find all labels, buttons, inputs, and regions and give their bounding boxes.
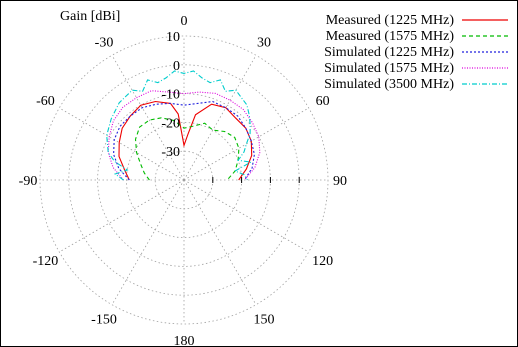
legend-entry-label: Measured (1225 MHz) [326,13,455,28]
radial-tick-label: 0 [173,59,180,74]
angle-tick-label: 180 [174,334,195,347]
series-layer [106,70,261,181]
grid-ring [39,35,329,325]
series-line [118,100,253,181]
angle-tick-label: 90 [333,174,347,189]
radial-tick-label: -10 [161,88,180,103]
angle-tick-label: -30 [95,35,114,50]
radial-axis-label: Gain [dBi] [60,9,120,24]
grid-spoke [183,107,309,181]
angle-tick-label: 30 [257,35,271,50]
polar-grid [39,35,329,325]
legend: Measured (1225 MHz)Measured (1575 MHz)Si… [324,13,508,92]
angle-tick-label: -90 [19,174,38,189]
grid-spoke [183,55,257,181]
radial-tick-label: -20 [161,116,180,131]
legend-entry-label: Measured (1575 MHz) [326,29,455,44]
angle-tick-label: 120 [312,254,333,269]
legend-entry-label: Simulated (3500 MHz) [324,77,454,92]
angle-tick-label: 0 [181,14,188,29]
angle-tick-label: 150 [254,313,275,328]
radial-tick-label: 10 [166,30,180,45]
grid-spoke [183,179,257,305]
grid-spoke [59,179,185,253]
series-line [107,90,261,181]
angle-tick-label: 60 [316,94,330,109]
series-line [113,100,255,181]
angle-tick-label: -150 [91,313,117,328]
angle-tick-label: -60 [36,94,55,109]
grid-spoke [111,179,185,305]
series-line [134,117,240,181]
legend-entry-label: Simulated (1225 MHz) [324,45,454,60]
grid-spoke [111,55,185,181]
angle-tick-label: -120 [33,254,59,269]
grid-spoke [183,179,309,253]
series-line [106,70,253,181]
grid-spoke [59,107,185,181]
legend-entry-label: Simulated (1575 MHz) [324,61,454,76]
radial-tick-label: -30 [161,145,180,160]
axis-labels: Gain [dBi] 100-10-20-300306090120150180-… [19,9,347,347]
